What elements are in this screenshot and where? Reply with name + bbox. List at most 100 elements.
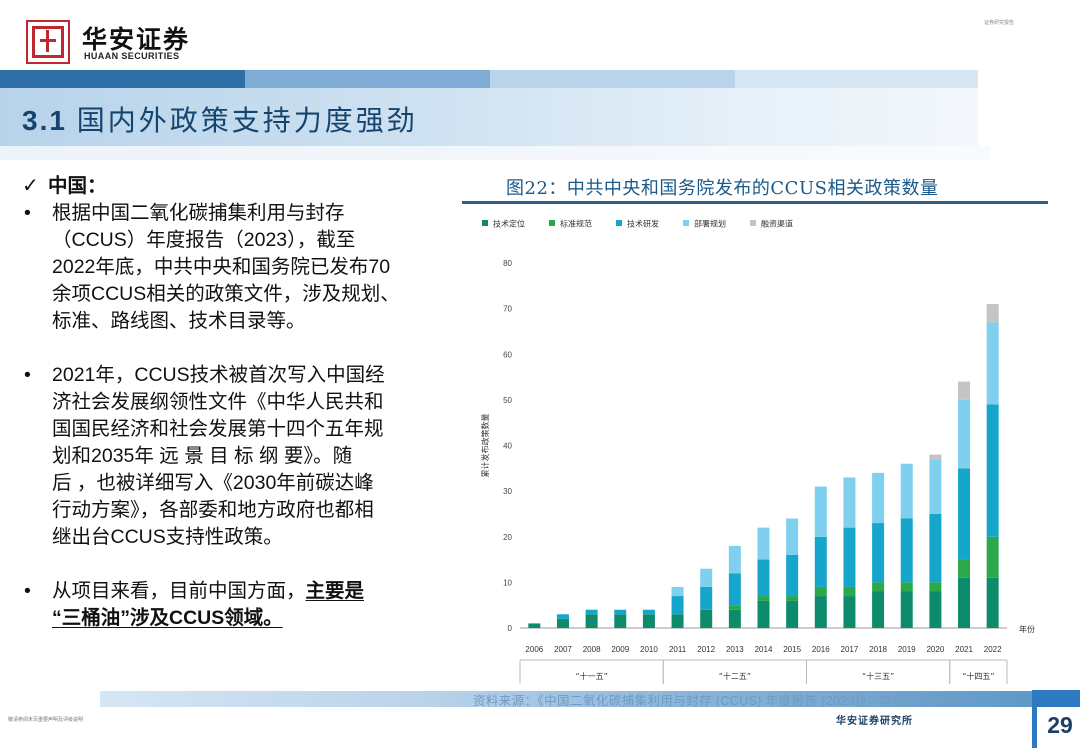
y-axis-label: 累计发布政策数量 [480,414,490,478]
bullet-paragraph: • 2021年，CCUS技术被首次写入中国经 济社会发展纲领性文件《中华人民共和… [22,362,440,551]
bar-segment [671,596,684,615]
y-tick-label: 40 [503,442,512,451]
x-tick-label: 2012 [697,645,715,654]
bar-segment [986,536,999,578]
period-label: “十一五” [575,671,607,681]
bar-segment [786,518,799,555]
bar-segment [786,596,799,601]
bar-segment [986,322,999,405]
bar-segment [986,577,999,628]
paragraph-line: 划和2035年 远 景 目 标 纲 要》。随 [52,445,353,467]
bar-segment [872,472,885,524]
bullet-dot-icon: • [24,364,31,386]
bullet-dot-icon: • [24,202,31,224]
x-tick-label: 2017 [841,645,859,654]
bar-segment [614,614,627,628]
bar-segment [843,596,856,628]
emphasis-text: “三桶油”涉及CCUS领域。 [52,607,283,629]
bar-segment [843,477,856,528]
subheading: ✓ 中国： [22,173,440,200]
legend-swatch [683,220,689,226]
company-name-en: HUAAN SECURITIES [84,51,180,61]
x-tick-label: 2011 [669,645,687,654]
bar-segment [958,559,971,578]
footer-band [100,691,1032,707]
paragraph-line: 2021年，CCUS技术被首次写入中国经 [52,364,385,386]
legend-label: 技术定位 [493,219,525,229]
title-band-segment [0,70,245,88]
y-tick-label: 70 [503,305,512,314]
bar-segment [929,513,942,583]
y-tick-label: 50 [503,396,512,405]
figure-title-rule [462,201,1048,204]
paragraph-line: 标准、路线图、技术目录等。 [52,310,306,332]
x-tick-label: 2014 [755,645,773,654]
x-tick-label: 2016 [812,645,830,654]
bar-segment [958,468,971,560]
bar-segment [728,573,741,606]
x-tick-label: 2006 [525,645,543,654]
subheading-label: 中国： [48,175,107,197]
title-bar [0,88,978,146]
bar-segment [814,596,827,628]
bar-segment [585,614,598,628]
paragraph-line: 行动方案》，各部委和地方政府也都相 [52,499,374,521]
x-axis-label: 年份 [1019,624,1035,634]
bar-segment [757,600,770,628]
page-number: 29 [1047,712,1073,738]
bar-segment [614,609,627,615]
legend-swatch [750,220,756,226]
stacked-bar-chart: 技术定位 标准规范 技术研发 部署规划 融资渠道 0 10 20 30 40 50 60 70 80 累计发… [480,219,1035,684]
footer-area [0,707,1032,748]
bar-segment [585,609,598,615]
bar-segment [986,304,999,323]
legend-swatch [549,220,555,226]
bar-segment [757,527,770,560]
paragraph-line: 继出台CCUS支持性政策。 [52,526,283,548]
paragraph-line: 从项目来看，目前中国方面，主要是 [52,578,440,605]
bar-segment [671,614,684,628]
bar-segment [900,518,913,583]
figure-source: 资料来源：《中国二氧化碳捕集利用与封存 (CCUS) 年度报告 (2023)》，… [473,694,970,708]
x-tick-label: 2007 [554,645,572,654]
bar-segment [556,614,569,619]
bullet-paragraph: • 根据中国二氧化碳捕集利用与封存 （CCUS）年度报告（2023），截至 20… [22,200,440,335]
y-tick-label: 60 [503,350,512,359]
section-title: 3.1 国内外政策支持力度强劲 [22,99,418,139]
bar-segment [642,609,655,615]
bar-segment [728,605,741,610]
y-tick-label: 0 [508,624,513,633]
legend-swatch [482,220,488,226]
period-label: “十三五” [862,671,894,681]
bar-segment [528,623,541,628]
bullet-dot-icon: • [24,580,31,602]
y-tick-label: 10 [503,578,512,587]
bar-segment [700,568,713,587]
emphasis-text: 主要是 [305,580,365,602]
x-tick-label: 2013 [726,645,744,654]
figure-title: 图22：中共中央和国务院发布的CCUS相关政策数量 [506,178,939,199]
bar-segment [872,582,885,592]
period-label: “十四五” [962,671,994,681]
title-bar-shadow [0,146,990,160]
x-tick-label: 2009 [611,645,629,654]
x-tick-label: 2018 [869,645,887,654]
bar-segment [786,600,799,628]
paragraph-line: 国国民经济和社会发展第十四个五年规 [52,418,384,440]
y-tick-label: 80 [503,259,512,268]
x-tick-label: 2019 [898,645,916,654]
bar-segment [929,591,942,628]
bar-segment [642,614,655,628]
bar-segment [900,463,913,519]
checkmark-icon: ✓ [22,175,39,197]
bar-segment [786,555,799,597]
report-type-tag: 证券研究报告 [983,20,1014,26]
bar-segment [986,404,999,537]
bar-segment [757,596,770,601]
bar-segment [900,582,913,592]
bar-segment [900,591,913,628]
x-tick-label: 2020 [926,645,944,654]
bar-segment [556,618,569,628]
x-tick-label: 2010 [640,645,658,654]
bar-segment [929,454,942,460]
